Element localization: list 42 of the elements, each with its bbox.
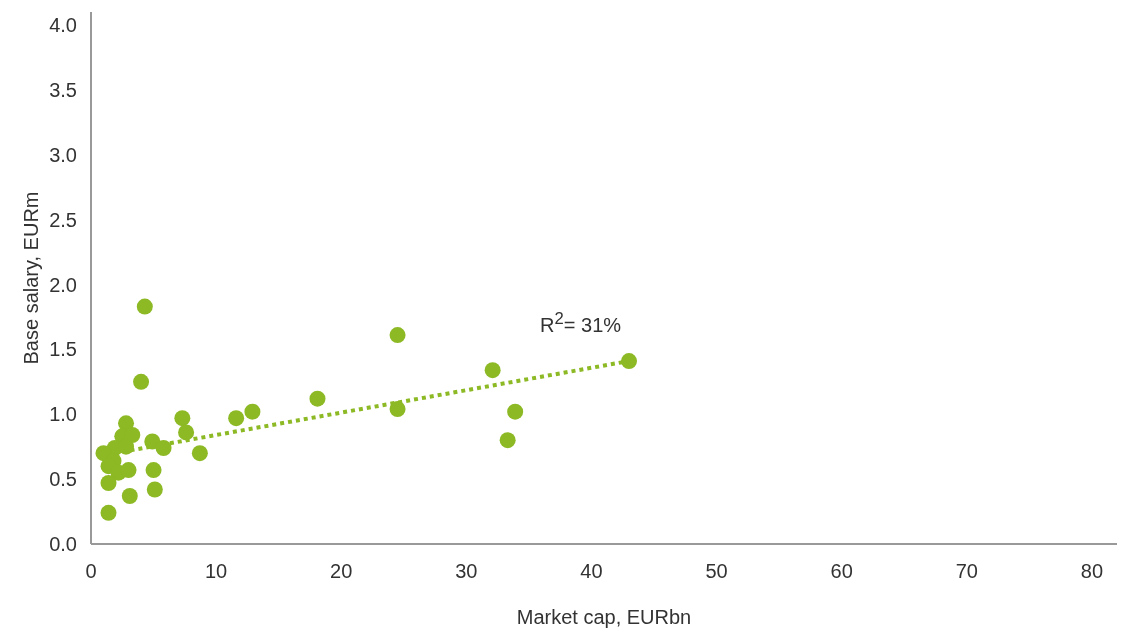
point bbox=[499, 432, 516, 449]
point bbox=[389, 401, 406, 418]
x-tick-label: 10 bbox=[205, 560, 228, 583]
x-tick-label: 20 bbox=[330, 560, 353, 583]
point bbox=[155, 439, 172, 456]
y-tick-label: 2.5 bbox=[49, 208, 77, 231]
point bbox=[121, 487, 138, 504]
point bbox=[244, 403, 261, 420]
point bbox=[174, 410, 191, 427]
x-tick-label: 40 bbox=[580, 560, 603, 583]
point bbox=[136, 298, 153, 315]
point bbox=[178, 424, 195, 441]
y-tick-label: 1.5 bbox=[49, 338, 77, 361]
y-tick-label: 1.0 bbox=[49, 403, 77, 426]
point bbox=[100, 475, 117, 492]
y-tick-label: 0.5 bbox=[49, 468, 77, 491]
x-tick-label: 70 bbox=[955, 560, 978, 583]
point bbox=[484, 362, 501, 379]
point bbox=[146, 481, 163, 498]
point bbox=[228, 410, 245, 427]
point bbox=[145, 462, 162, 479]
y-tick-label: 4.0 bbox=[49, 14, 77, 37]
x-tick-label: 30 bbox=[455, 560, 478, 583]
point bbox=[100, 504, 117, 521]
point bbox=[621, 353, 638, 370]
point bbox=[191, 445, 208, 462]
y-tick-label: 2.0 bbox=[49, 273, 77, 296]
point bbox=[389, 327, 406, 344]
y-tick-label: 3.5 bbox=[49, 78, 77, 101]
y-tick-label: 3.0 bbox=[49, 143, 77, 166]
point bbox=[133, 373, 150, 390]
point bbox=[309, 390, 326, 407]
x-tick-label: 80 bbox=[1080, 560, 1104, 583]
y-axis-title: Base salary, EURm bbox=[20, 191, 43, 365]
x-axis-title: Market cap, EURbn bbox=[516, 606, 692, 628]
point bbox=[120, 462, 137, 479]
point bbox=[507, 403, 524, 420]
x-tick-label: 60 bbox=[830, 560, 853, 583]
x-tick-label: 0 bbox=[85, 560, 97, 583]
y-tick-label: 0.0 bbox=[49, 533, 77, 556]
annotation: R$^{2}$= 31% bbox=[540, 309, 622, 337]
x-tick-label: 50 bbox=[705, 560, 728, 583]
